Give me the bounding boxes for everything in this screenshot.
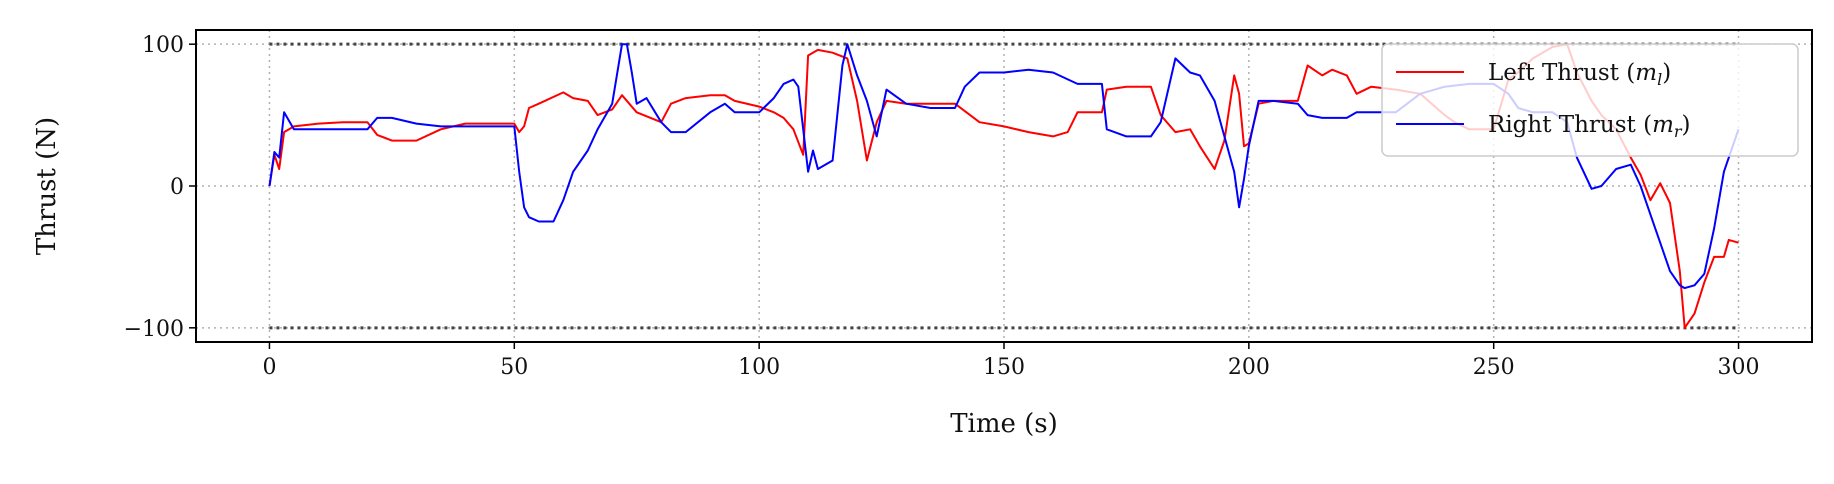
y-tick-label: 100 (142, 33, 184, 58)
y-tick-label: 0 (170, 175, 184, 200)
x-tick-label: 250 (1473, 355, 1515, 380)
legend: Left Thrust (ml) Right Thrust (mr) (1381, 43, 1799, 157)
legend-label: Right Thrust (mr) (1488, 112, 1691, 141)
y-axis-label: Thrust (N) (32, 117, 62, 255)
axis-ticks: 0 50 100 150 200 250 300 −100 0 100 (124, 33, 1760, 380)
y-tick-label: −100 (124, 317, 184, 342)
x-tick-label: 50 (500, 355, 528, 380)
x-axis-label: Time (s) (950, 409, 1058, 439)
grid-lines (196, 30, 1812, 342)
x-tick-label: 0 (262, 355, 276, 380)
x-tick-label: 150 (983, 355, 1025, 380)
legend-box (1381, 43, 1799, 157)
x-tick-label: 200 (1228, 355, 1270, 380)
legend-label: Left Thrust (ml) (1488, 60, 1671, 89)
x-tick-label: 300 (1718, 355, 1760, 380)
x-tick-label: 100 (738, 355, 780, 380)
